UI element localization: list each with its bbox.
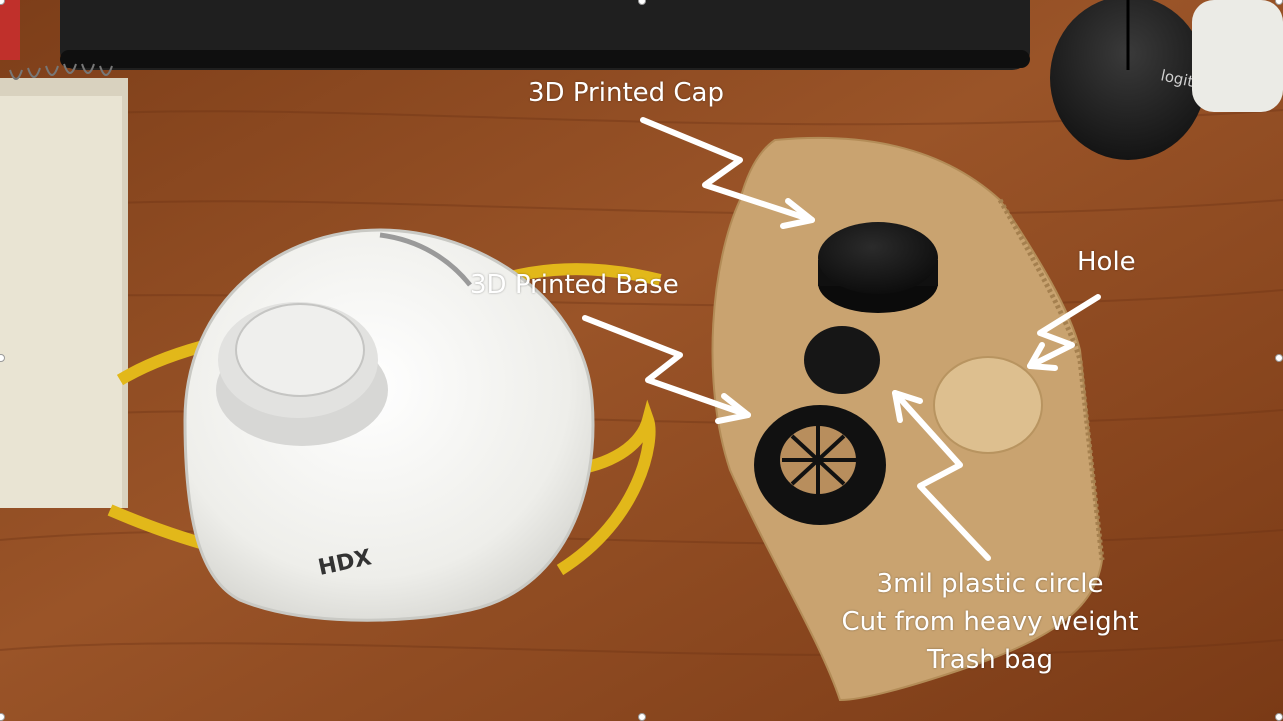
plastic-label: 3mil plastic circle Cut from heavy weigh… <box>840 565 1140 679</box>
plastic-circle <box>804 326 880 394</box>
plastic-label-line-3: Trash bag <box>927 645 1053 675</box>
plastic-label-line-1: 3mil plastic circle <box>876 569 1104 599</box>
hole-arrow <box>1027 294 1101 371</box>
plastic-arrow <box>892 390 991 561</box>
selection-handle[interactable] <box>638 0 646 5</box>
hole-label: Hole <box>1077 247 1136 277</box>
cap-arrow <box>640 117 815 229</box>
computer-mouse: logitech <box>1050 0 1222 160</box>
notepad <box>0 63 128 508</box>
coffee-filter <box>711 136 1105 702</box>
plastic-label-line-2: Cut from heavy weight <box>841 607 1139 637</box>
selection-handle[interactable] <box>0 0 5 5</box>
selection-handle[interactable] <box>1275 354 1283 362</box>
mask-strap <box>556 399 656 576</box>
respirator-mask: HDX <box>107 228 662 622</box>
base-arrow <box>582 315 751 424</box>
cap-label: 3D Printed Cap <box>528 78 724 108</box>
printed-base <box>754 405 886 525</box>
white-cup <box>1192 0 1283 112</box>
printed-cap <box>818 222 938 313</box>
selection-handle[interactable] <box>1275 713 1283 721</box>
exhalation-valve <box>216 302 388 446</box>
selection-handle[interactable] <box>0 354 5 362</box>
red-strip <box>0 0 20 60</box>
base-label: 3D Printed Base <box>470 270 679 300</box>
annotation-arrows <box>582 117 1101 561</box>
filter-hole <box>933 356 1043 454</box>
keyboard-edge <box>60 50 1030 68</box>
selection-handle[interactable] <box>638 713 646 721</box>
